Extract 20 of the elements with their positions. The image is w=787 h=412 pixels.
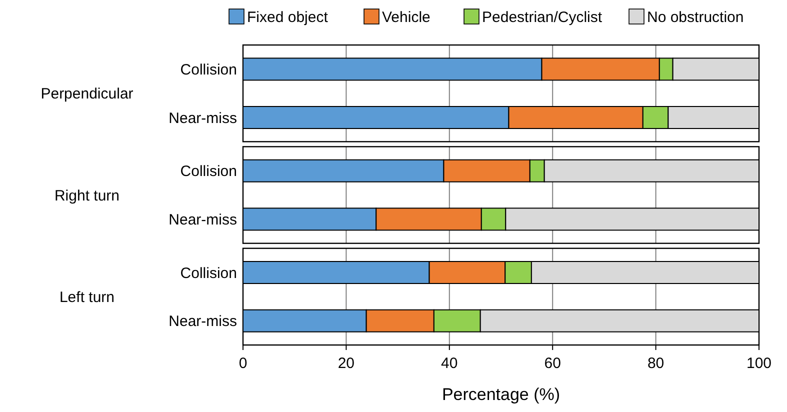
y-tick-label: Collision	[180, 163, 237, 180]
x-tick-label: 20	[338, 355, 355, 372]
y-tick-label: Collision	[180, 61, 237, 78]
legend-label: No obstruction	[647, 9, 744, 26]
text: Right turn	[54, 187, 120, 204]
legend-label: Fixed object	[247, 9, 329, 26]
x-tick-label: 40	[441, 355, 458, 372]
y-tick-label: Near-miss	[168, 110, 237, 127]
legend-label: Vehicle	[382, 9, 430, 26]
text: Perpendicular	[40, 86, 134, 103]
x-axis-title: Percentage (%)	[442, 385, 560, 404]
x-tick-label: 100	[746, 355, 772, 372]
y-tick-label: Collision	[180, 264, 237, 282]
x-tick-label: 0	[238, 355, 248, 372]
x-tick-label: 80	[647, 355, 664, 372]
text: Left turn	[59, 288, 115, 306]
x-tick-label: 60	[544, 355, 561, 372]
y-tick-label: Near-miss	[168, 211, 237, 228]
y-tick-label: Near-miss	[168, 313, 237, 330]
legend-label: Pedestrian/Cyclist	[482, 9, 603, 26]
